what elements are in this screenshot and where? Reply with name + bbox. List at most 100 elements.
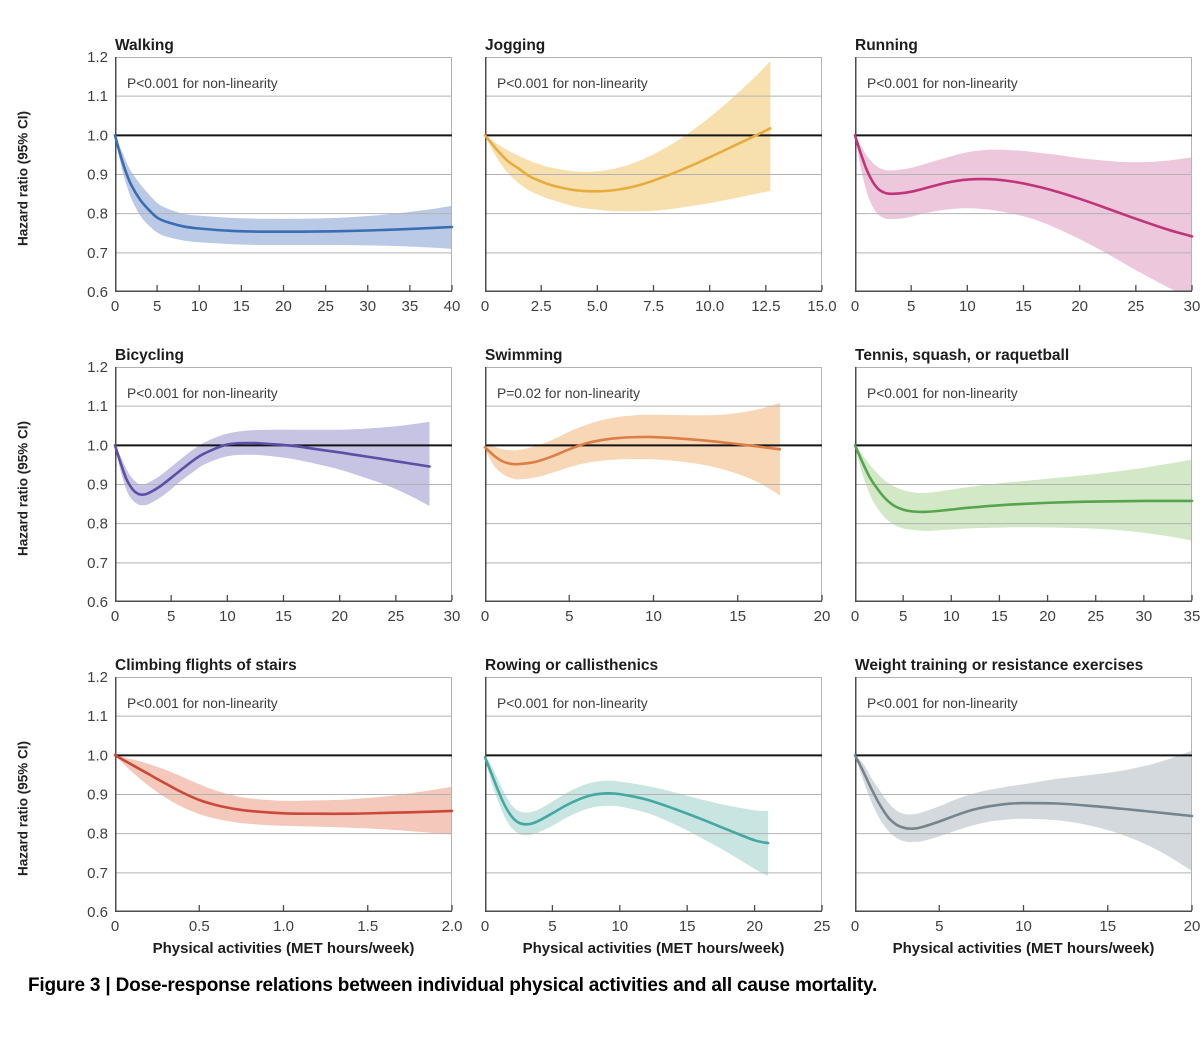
- y-tick-label: 0.6: [87, 594, 108, 611]
- gridlines: [485, 677, 822, 912]
- ci-band-tennis-squash-or-raquetball: [855, 445, 1192, 541]
- x-tick-label: 2.0: [442, 918, 463, 935]
- x-tick-label: 5: [548, 918, 556, 935]
- x-tick-label: 25: [814, 918, 831, 935]
- figure-caption: Figure 3 | Dose-response relations betwe…: [28, 975, 878, 996]
- panel-running: Running 0 5 10 15 20 25 30 P<0.001 for non-line…: [851, 36, 1200, 318]
- x-tick-label: 0: [851, 608, 859, 625]
- x-tick-label: 10: [1015, 918, 1032, 935]
- ci-band-weight-training-or-resistance-exercises: [855, 750, 1192, 871]
- plot-running: 0 5 10 15 20 25 30 P<0.001 for non-linearity: [851, 57, 1200, 315]
- y-tick-label: 1.1: [87, 88, 108, 105]
- y-tick-label: 0.7: [87, 245, 108, 262]
- hazard-curve-walking: [113, 134, 454, 234]
- y-tick-label: 1.2: [87, 49, 108, 66]
- x-axis-label: Physical activities (MET hours/week): [152, 940, 415, 957]
- x-tick-label: 0: [111, 918, 119, 935]
- panel-title: Rowing or callisthenics: [485, 657, 659, 674]
- x-tick-label: 0: [111, 608, 119, 625]
- panel-title: Climbing flights of stairs: [115, 657, 297, 674]
- chart-grid: Hazard ratio (95% CI) Walking 0 5 10 15 20 25…: [10, 36, 1200, 957]
- x-tick-label: 15: [679, 918, 696, 935]
- x-tick-label: 10: [959, 298, 976, 315]
- x-tick-label: 40: [444, 298, 461, 315]
- x-tick-label: 20: [1039, 608, 1056, 625]
- x-tick-label: 15: [1099, 918, 1116, 935]
- y-axis-label: Hazard ratio (95% CI): [15, 740, 31, 876]
- hazard-curve-weight-training-or-resistance-exercises: [853, 754, 1194, 831]
- x-tick-label: 15: [233, 298, 250, 315]
- x-tick-label: 10: [611, 918, 628, 935]
- panel-tennis-squash-or-raquetball: Tennis, squash, or raquetball 0 5 10 15 20 25…: [851, 346, 1200, 628]
- y-axis-label: Hazard ratio (95% CI): [15, 110, 31, 247]
- y-tick-label: 0.8: [87, 826, 108, 843]
- plot-weight-training-or-resistance-exercises: 0 5 10 15 20 P<0.001 for non-linearity: [851, 677, 1200, 935]
- axes: [485, 367, 822, 602]
- axes: [855, 677, 1192, 912]
- plot-bicycling: 0 5 10 15 20 25 30 1.2 1.1 1.0 0.9 0.8 0.7 0.6 P<0.001…: [87, 359, 460, 625]
- gridlines: [485, 57, 822, 292]
- ci-band-walking: [115, 135, 452, 249]
- x-tick-label: 12.5: [751, 298, 780, 315]
- y-tick-label: 0.9: [87, 477, 108, 494]
- panel-climbing-flights-of-stairs: Climbing flights of stairs 0 0.5 1.0 1.5 2.0…: [69, 656, 462, 957]
- hazard-curve-tennis-squash-or-raquetball: [853, 444, 1194, 514]
- x-tick-label: 2.5: [531, 298, 552, 315]
- ci-band-bicycling: [115, 421, 430, 506]
- axes: [485, 677, 822, 912]
- p-value-label: P<0.001 for non-linearity: [867, 696, 1018, 711]
- x-tick-label: 5: [935, 918, 943, 935]
- x-tick-label: 25: [317, 298, 334, 315]
- y-tick-label: 0.8: [87, 206, 108, 223]
- x-tick-label: 0: [481, 918, 489, 935]
- x-tick-label: 30: [359, 298, 376, 315]
- y-tick-label: 0.6: [87, 284, 108, 301]
- x-tick-label: 15: [275, 608, 292, 625]
- x-tick-label: 5.0: [587, 298, 608, 315]
- axes: [115, 677, 452, 912]
- gridlines: [855, 677, 1192, 912]
- gridlines: [485, 367, 822, 602]
- y-tick-label: 0.6: [87, 904, 108, 921]
- x-axis-label: Physical activities (MET hours/week): [892, 940, 1155, 957]
- y-tick-label: 0.7: [87, 555, 108, 572]
- x-tick-label: 20: [331, 608, 348, 625]
- hazard-curve-swimming: [483, 435, 782, 466]
- panel-title: Bicycling: [115, 347, 184, 364]
- gridlines: [115, 57, 452, 292]
- x-tick-label: 1.0: [273, 918, 294, 935]
- x-tick-label: 15.0: [807, 298, 836, 315]
- x-tick-label: 5: [565, 608, 573, 625]
- panel-walking: Walking 0 5 10 15 20 25 30 35 40 1.2 1.1 1.0 0.9 0.8 0…: [69, 36, 460, 318]
- p-value-label: P=0.02 for non-linearity: [497, 386, 640, 401]
- x-tick-label: 10: [219, 608, 236, 625]
- y-tick-label: 1.2: [87, 359, 108, 376]
- x-ticks: 0 5 10 15 20: [851, 905, 1200, 935]
- y-tick-label: 0.7: [87, 865, 108, 882]
- y-ticks: 1.2 1.1 1.0 0.9 0.8 0.7 0.6: [87, 359, 108, 611]
- hazard-curve-climbing-flights-of-stairs: [113, 754, 454, 816]
- axes: [115, 57, 452, 292]
- x-tick-label: 5: [907, 298, 915, 315]
- x-ticks: 0 5 10 15 20 25 30 35: [851, 595, 1200, 625]
- y-ticks: 1.2 1.1 1.0 0.9 0.8 0.7 0.6: [87, 669, 108, 921]
- hazard-curve-running: [853, 134, 1194, 238]
- panel-title: Jogging: [485, 37, 546, 54]
- chart-row: Hazard ratio (95% CI) Walking 0 5 10 15 20 25…: [10, 36, 1200, 318]
- panel-rowing-or-callisthenics: Rowing or callisthenics 0 5 10 15 20 25 P<0.00…: [481, 656, 831, 957]
- plot-swimming: 0 5 10 15 20 P=0.02 for non-linearity: [481, 367, 830, 625]
- p-value-label: P<0.001 for non-linearity: [127, 696, 278, 711]
- panel-title: Weight training or resistance exercises: [855, 657, 1144, 674]
- y-tick-label: 0.8: [87, 516, 108, 533]
- x-tick-label: 1.5: [357, 918, 378, 935]
- p-value-label: P<0.001 for non-linearity: [867, 386, 1018, 401]
- ci-band-swimming: [485, 403, 780, 496]
- x-tick-label: 5: [153, 298, 161, 315]
- x-tick-label: 25: [1127, 298, 1144, 315]
- x-ticks: 0 0.5 1.0 1.5 2.0: [111, 905, 463, 935]
- p-value-label: P<0.001 for non-linearity: [497, 696, 648, 711]
- gridlines: [855, 57, 1192, 292]
- x-tick-label: 0: [851, 918, 859, 935]
- ci-band-rowing-or-callisthenics: [485, 755, 769, 876]
- x-tick-label: 20: [746, 918, 763, 935]
